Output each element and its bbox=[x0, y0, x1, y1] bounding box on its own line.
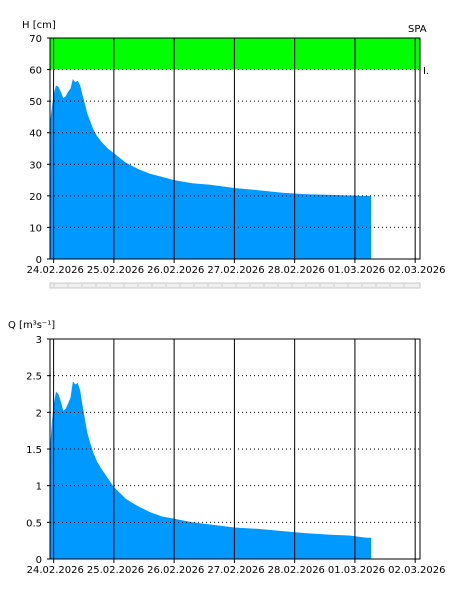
discharge-y-tick-label: 1.5 bbox=[26, 445, 42, 456]
discharge-x-tick-label: 01.03.2026 bbox=[328, 565, 385, 576]
scrollbar-track bbox=[49, 282, 421, 289]
discharge-y-tick-label: 1 bbox=[36, 482, 42, 493]
discharge-y-tick-label: 2.5 bbox=[26, 372, 42, 383]
level-x-tick-label: 27.02.2026 bbox=[207, 265, 264, 276]
timeline-scrollbar[interactable] bbox=[49, 282, 421, 289]
discharge-x-tick-label: 28.02.2026 bbox=[268, 565, 325, 576]
discharge-x-tick-label: 25.02.2026 bbox=[87, 565, 144, 576]
level-x-tick-label: 26.02.2026 bbox=[147, 265, 204, 276]
discharge-plot-frame bbox=[49, 338, 421, 560]
discharge-y-tick-label: 0.5 bbox=[26, 518, 42, 529]
discharge-y-tick-label: 2 bbox=[36, 408, 42, 419]
discharge-y-tick-label: 0 bbox=[36, 555, 42, 566]
water-level-plot: 0 10 20 30 40 50 60 70 24.02.2026 25.02.2026 26.02… bbox=[27, 34, 446, 276]
station-label: SPA bbox=[408, 24, 427, 35]
level-x-tick-label: 28.02.2026 bbox=[268, 265, 325, 276]
discharge-x-tick-label: 02.03.2026 bbox=[388, 565, 445, 576]
band-label: I. bbox=[423, 66, 429, 77]
discharge-x-tick-label: 27.02.2026 bbox=[207, 565, 264, 576]
level-y-tick-label: 20 bbox=[29, 192, 42, 203]
discharge-area-series bbox=[50, 381, 372, 559]
discharge-y-tick-label: 3 bbox=[36, 335, 42, 346]
level-y-tick-label: 60 bbox=[29, 66, 42, 77]
level-y-tick-label: 40 bbox=[29, 129, 42, 140]
level-x-tick-label: 25.02.2026 bbox=[87, 265, 144, 276]
level-plot-frame bbox=[49, 37, 421, 260]
level-y-tick-label: 70 bbox=[29, 34, 42, 45]
discharge-plot: 0 0.5 1 1.5 2 2.5 3 24.02.2026 25.02.2026 26.02.2… bbox=[26, 335, 445, 576]
level-x-tick-label: 01.03.2026 bbox=[328, 265, 385, 276]
bottom-y-axis-label: Q [m³s⁻¹] bbox=[8, 320, 55, 331]
level-y-tick-label: 10 bbox=[29, 223, 42, 234]
level-x-tick-label: 24.02.2026 bbox=[27, 265, 84, 276]
level-area-series bbox=[50, 79, 372, 259]
level-y-tick-label: 50 bbox=[29, 97, 42, 108]
discharge-x-tick-label: 24.02.2026 bbox=[27, 565, 84, 576]
discharge-x-tick-label: 26.02.2026 bbox=[147, 565, 204, 576]
level-x-tick-label: 02.03.2026 bbox=[388, 265, 445, 276]
level-y-tick-label: 0 bbox=[36, 255, 42, 266]
threshold-band bbox=[50, 38, 420, 70]
level-y-tick-label: 30 bbox=[29, 160, 42, 171]
top-y-axis-label: H [cm] bbox=[22, 20, 56, 31]
